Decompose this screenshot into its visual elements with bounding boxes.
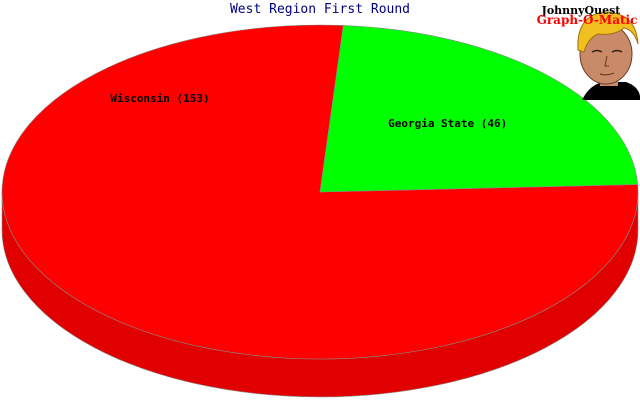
logo-title-line1: JohnnyQuest: [541, 4, 622, 17]
pie-slice-1: [319, 25, 639, 193]
pie-slice-label-1: Georgia State (46): [388, 117, 507, 130]
pie-slice-label-0: Wisconsin (153): [110, 92, 209, 105]
logo: JohnnyQuest Graph-O-Matic: [537, 4, 640, 100]
chart-title: West Region First Round: [230, 2, 410, 17]
logo-face-image: [577, 11, 640, 100]
pie-group: Wisconsin (153) Georgia State (46): [1, 24, 639, 398]
logo-title-line2: Graph-O-Matic: [537, 13, 638, 27]
